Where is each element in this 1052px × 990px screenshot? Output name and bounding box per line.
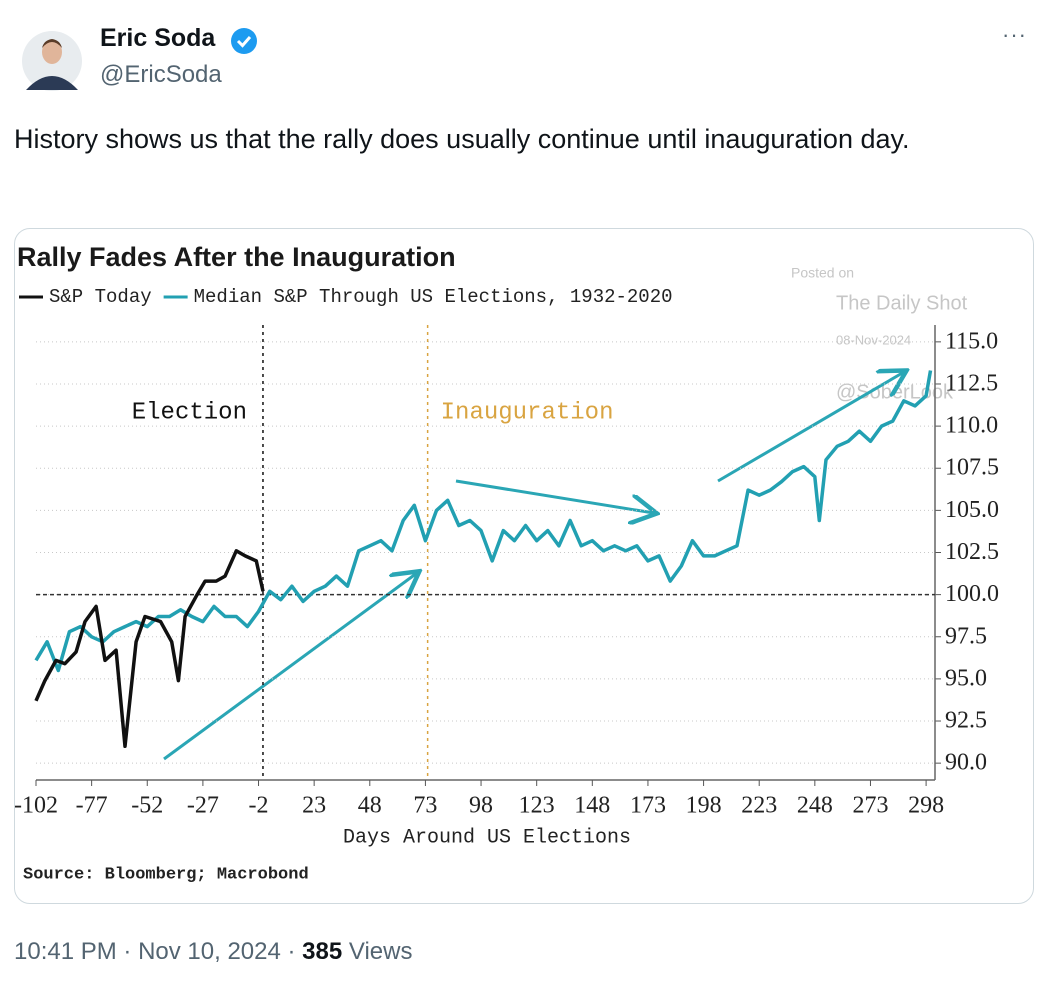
x-tick-label: 48 bbox=[358, 793, 382, 819]
series-line bbox=[34, 549, 265, 749]
trend-arrow bbox=[455, 479, 654, 513]
legend-label: S&P Today bbox=[49, 286, 152, 308]
x-tick-label: -2 bbox=[249, 793, 269, 819]
y-tick-label: 102.5 bbox=[945, 539, 999, 565]
y-tick-label: 90.0 bbox=[945, 750, 987, 776]
watermark: The Daily Shot bbox=[836, 292, 968, 314]
avatar[interactable] bbox=[22, 28, 82, 94]
event-label: Inauguration bbox=[441, 399, 614, 426]
views-label: Views bbox=[348, 938, 413, 965]
y-tick-label: 110.0 bbox=[945, 413, 998, 439]
y-tick-label: 112.5 bbox=[945, 370, 998, 396]
x-tick-label: -52 bbox=[131, 793, 163, 819]
x-tick-label: 98 bbox=[469, 793, 493, 819]
x-tick-label: 198 bbox=[686, 793, 722, 819]
user-handle[interactable]: @EricSoda bbox=[100, 61, 222, 88]
tweet-time[interactable]: 10:41 PM bbox=[14, 938, 117, 965]
y-tick-label: 100.0 bbox=[945, 581, 999, 607]
user-name[interactable]: Eric Soda bbox=[100, 24, 216, 52]
chart-title: Rally Fades After the Inauguration bbox=[17, 242, 456, 272]
tweet-meta: 10:41 PM · Nov 10, 2024 · 385 Views bbox=[14, 938, 413, 965]
x-tick-label: 123 bbox=[519, 793, 555, 819]
y-tick-label: 97.5 bbox=[945, 623, 987, 649]
x-tick-label: 223 bbox=[741, 793, 777, 819]
y-tick-label: 105.0 bbox=[945, 497, 999, 523]
y-tick-label: 107.5 bbox=[945, 455, 999, 481]
x-tick-label: 298 bbox=[908, 793, 944, 819]
event-label: Election bbox=[132, 399, 247, 426]
x-axis-label: Days Around US Elections bbox=[343, 826, 631, 849]
source-note: Source: Bloomberg; Macrobond bbox=[23, 865, 309, 884]
chart: Rally Fades After the Inauguration Days … bbox=[15, 242, 999, 884]
x-tick-label: 273 bbox=[852, 793, 888, 819]
view-count: 385 bbox=[302, 938, 343, 965]
more-menu[interactable]: ··· bbox=[1002, 22, 1027, 47]
x-tick-label: -102 bbox=[15, 793, 58, 819]
x-tick-label: -27 bbox=[187, 793, 219, 819]
legend-label: Median S&P Through US Elections, 1932-20… bbox=[194, 286, 673, 308]
x-tick-label: 23 bbox=[302, 793, 326, 819]
y-tick-label: 115.0 bbox=[945, 328, 998, 354]
x-tick-label: 73 bbox=[413, 793, 437, 819]
tweet-date[interactable]: Nov 10, 2024 bbox=[138, 938, 281, 965]
y-tick-label: 95.0 bbox=[945, 665, 987, 691]
chart-card[interactable]: Rally Fades After the Inauguration Days … bbox=[14, 228, 1034, 904]
y-tick-label: 92.5 bbox=[945, 708, 987, 734]
x-tick-label: 248 bbox=[797, 793, 833, 819]
x-tick-label: 148 bbox=[574, 793, 610, 819]
trend-arrow bbox=[717, 372, 904, 483]
watermark: Posted on bbox=[791, 265, 854, 281]
tweet-text: History shows us that the rally does usu… bbox=[14, 124, 910, 154]
x-tick-label: -77 bbox=[76, 793, 108, 819]
trend-arrow bbox=[163, 573, 417, 761]
watermark: 08-Nov-2024 bbox=[836, 332, 911, 347]
x-tick-label: 173 bbox=[630, 793, 666, 819]
verified-badge bbox=[231, 28, 257, 54]
